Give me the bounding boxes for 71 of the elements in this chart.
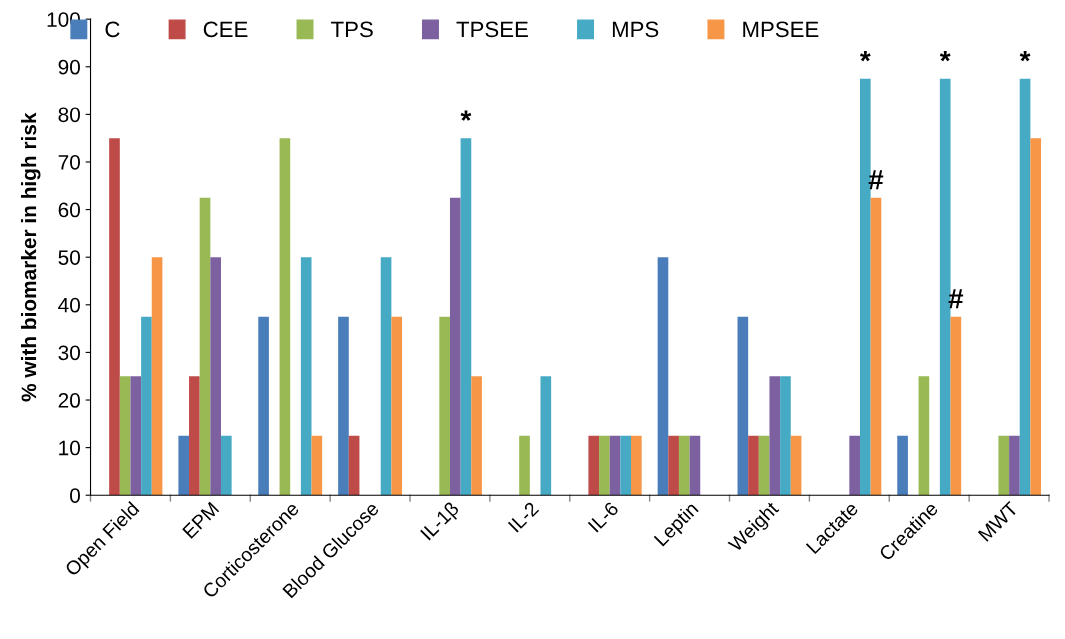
bar [338,316,349,496]
bar [380,257,392,496]
bar [748,435,759,496]
bar [519,435,530,496]
bar [599,435,610,496]
y-tick-label: 60 [58,202,80,218]
legend-label: MPS [612,21,659,38]
bar [460,138,472,496]
y-axis-title: % with biomarker in high risk [20,112,41,402]
bar [151,257,163,496]
bar [141,316,152,496]
bar [300,257,312,496]
bar [769,376,781,496]
bar [540,376,552,496]
x-tick-label: IL-6 [587,501,620,533]
legend-label: TPS [331,21,373,38]
bar [689,435,701,496]
bar [918,376,930,496]
bar [737,316,749,496]
bar [189,376,200,496]
bar [391,316,403,496]
bar [130,376,142,496]
legend-label: CEE [203,21,248,38]
y-tick-label: 50 [58,250,80,265]
bar [1009,435,1020,496]
bar [678,435,690,496]
y-tick-label: 70 [58,154,80,170]
bar [609,435,621,496]
bar [950,316,962,496]
bar [849,435,860,496]
bar [758,435,770,496]
y-tick-label: 40 [58,297,80,313]
legend-label: TPSEE [456,21,528,38]
y-tick-label: 80 [58,107,80,123]
legend-label: MPSEE [743,21,819,38]
bar [220,435,232,496]
y-tick-label: 20 [58,393,80,408]
y-tick-label: 90 [58,59,80,75]
bar [1030,138,1042,496]
data-label: * [460,110,472,121]
bar [657,257,669,496]
bar [311,435,323,496]
bar [780,376,791,496]
y-tick-label: 0 [70,488,80,503]
bar [258,316,269,496]
y-tick-label: 30 [58,345,80,361]
bar [178,435,190,496]
bar [109,138,120,496]
bar [449,197,461,496]
bar [439,316,450,496]
bar [620,435,632,496]
bar [199,197,211,496]
bar [668,435,679,496]
bar [210,257,221,496]
bar [588,435,600,496]
bar [897,435,908,496]
legend-label: C [105,21,120,38]
bar [348,435,360,496]
y-tick-label: 10 [59,440,80,456]
bar [631,435,642,496]
bar [279,138,291,496]
bar [1019,78,1031,496]
bar [790,435,802,496]
x-tick-label: IL-2 [507,501,540,533]
data-label: * [939,51,951,62]
bar [998,435,1010,496]
bar [119,376,131,496]
bar [870,197,882,496]
data-label: * [859,51,871,62]
bar [471,376,482,496]
data-label: * [1019,51,1031,62]
